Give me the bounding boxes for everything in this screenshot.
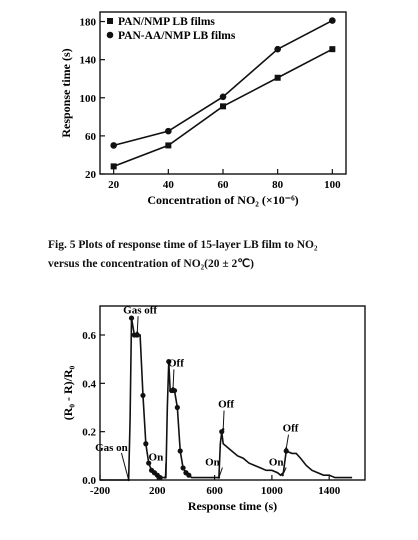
- annotation-label: On: [205, 457, 220, 469]
- x-tick-label: 60: [218, 179, 230, 191]
- annotation-arrow: [172, 369, 175, 389]
- y-tick-label: 0.4: [82, 378, 96, 390]
- x-axis-label: Concentration of NO₂ (×10⁻⁶): [147, 193, 298, 207]
- x-tick-label: 80: [272, 179, 284, 191]
- data-point: [174, 404, 180, 411]
- caption-line-2: versus the concentration of NO₂(20 ± 2℃): [48, 258, 255, 270]
- y-tick-label: 0.2: [82, 427, 96, 439]
- annotation-arrow: [164, 462, 167, 478]
- data-point: [180, 465, 186, 471]
- annotation-arrow: [282, 467, 287, 476]
- annotation-arrow: [218, 467, 223, 478]
- x-axis-label: Response time (s): [188, 499, 277, 513]
- annotation-arrow: [222, 410, 225, 430]
- y-tick-label: 0.6: [82, 330, 96, 342]
- data-point: [283, 448, 289, 454]
- x-tick-label: 1400: [318, 485, 341, 497]
- data-point: [134, 332, 140, 338]
- y-tick-label: 20: [85, 169, 97, 181]
- y-tick-label: 140: [80, 55, 97, 67]
- data-point-circle: [219, 93, 227, 101]
- data-point-square: [110, 163, 117, 170]
- y-axis-label: Response time (s): [59, 48, 73, 137]
- annotation-label: Off: [283, 423, 299, 435]
- data-point-square: [274, 74, 281, 81]
- y-tick-label: 0.0: [82, 475, 96, 487]
- annotation-label: Off: [168, 357, 184, 369]
- y-tick-label: 100: [80, 93, 97, 105]
- data-point-circle: [329, 17, 336, 24]
- annotation-arrow: [285, 434, 290, 449]
- data-point-circle: [165, 127, 172, 135]
- annotation-arrow: [136, 316, 139, 333]
- data-point: [177, 448, 183, 454]
- annotation-arrowhead: [171, 386, 175, 390]
- legend-label: PAN-AA/NMP LB films: [118, 30, 236, 42]
- annotation-arrowhead: [127, 478, 130, 482]
- plot-frame: [99, 305, 366, 481]
- x-tick-label: 600: [206, 485, 223, 497]
- data-point: [143, 441, 149, 447]
- y-tick-label: 60: [85, 131, 97, 143]
- y-axis-label: (R₀ - R)/R₀: [61, 365, 75, 420]
- annotation-arrowhead: [163, 476, 167, 479]
- chart-response-transient: -200 200 600 1000 1400 0.0 0.2 0.4 0.6 Gas on Gas …: [61, 304, 366, 513]
- legend-marker-square: [107, 18, 113, 24]
- caption-line-1: Fig. 5 Plots of response time of 15-laye…: [48, 239, 318, 251]
- x-tick-label: 100: [324, 179, 341, 191]
- annotation-label: Gas off: [123, 304, 157, 316]
- annotation-label: Gas on: [95, 442, 128, 454]
- annotation-arrow: [120, 452, 130, 481]
- x-tick-label: -200: [90, 485, 111, 497]
- annotation-arrowhead: [281, 473, 284, 477]
- annotation-arrowhead: [217, 476, 221, 479]
- legend-marker-circle: [106, 31, 114, 39]
- annotation-arrowhead: [136, 331, 139, 334]
- figure-caption: Fig. 5 Plots of response time of 15-laye…: [48, 236, 388, 274]
- annotation-label: On: [149, 452, 164, 464]
- data-point: [146, 460, 152, 466]
- x-tick-label: 40: [163, 179, 175, 191]
- x-tick-label: 20: [108, 179, 120, 191]
- data-point-circle: [110, 142, 117, 149]
- chart-response-time-vs-concentration: 20 40 60 80 100 20 60 100 140 180 PAN/NMP LB films…: [59, 11, 347, 207]
- legend-label: PAN/NMP LB films: [118, 16, 215, 28]
- data-point: [140, 392, 146, 399]
- annotation-label: On: [269, 457, 284, 469]
- data-point: [166, 358, 172, 365]
- y-tick-label: 180: [80, 17, 97, 29]
- data-point-circle: [274, 45, 281, 53]
- data-point-square: [165, 142, 172, 149]
- data-point: [186, 472, 192, 478]
- annotation-arrowhead: [285, 447, 288, 450]
- data-point: [157, 474, 163, 481]
- data-point: [128, 315, 135, 321]
- x-tick-label: 200: [149, 485, 166, 497]
- x-tick-label: 1000: [261, 485, 284, 497]
- annotation-label: Off: [218, 399, 234, 411]
- data-point-square: [329, 46, 336, 53]
- annotation-arrowhead: [221, 428, 225, 431]
- data-point-square: [220, 103, 226, 110]
